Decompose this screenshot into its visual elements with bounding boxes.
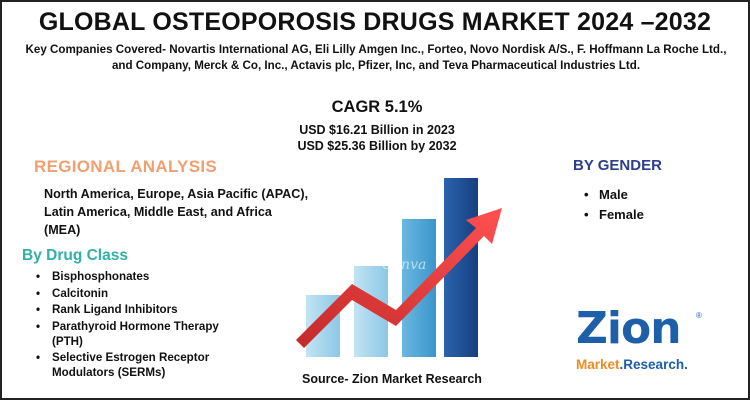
gender-item: Female	[599, 207, 644, 222]
growth-bars-with-arrow-icon: Canva	[296, 178, 502, 357]
list-item: • Selective Estrogen Receptor Modulators …	[36, 350, 247, 380]
logo-name: Zion	[576, 303, 682, 354]
page-title: GLOBAL OSTEOPOROSIS DRUGS MARKET 2024 –2…	[38, 8, 712, 36]
drug-class-list: • Bisphosphonates • Calcitonin • Rank Ligan…	[36, 269, 247, 382]
list-item: • Bisphosphonates	[36, 269, 247, 284]
regional-analysis-heading: REGIONAL ANALYSIS	[34, 157, 218, 176]
drug-class-item: Selective Estrogen Receptor Modulators (…	[52, 351, 210, 379]
list-item: • Male	[584, 185, 644, 205]
growth-arrow	[296, 208, 502, 348]
logo-research: .Research.	[619, 357, 688, 372]
source-text: Source- Zion Market Research	[302, 372, 482, 386]
canva-watermark: Canva	[382, 257, 426, 273]
drug-class-heading: By Drug Class	[22, 247, 128, 264]
logo-subtitle: Market.Research.	[576, 357, 688, 372]
zion-market-research-logo: Zion ® Market.Research.	[570, 303, 710, 381]
bullet-icon: •	[36, 286, 41, 300]
bullet-icon: •	[36, 319, 41, 333]
gender-list: • Male • Female	[584, 185, 644, 225]
gender-heading: BY GENDER	[573, 157, 662, 174]
key-companies-text: Key Companies Covered- Novartis Internat…	[25, 43, 727, 72]
list-item: • Parathyroid Hormone Therapy (PTH)	[36, 319, 227, 349]
cagr-value: CAGR 5.1%	[331, 98, 423, 116]
bullet-icon: •	[584, 187, 589, 202]
gender-item: Male	[599, 187, 628, 202]
regional-analysis-text: North America, Europe, Asia Pacific (APA…	[44, 187, 309, 237]
registered-icon: ®	[696, 311, 702, 320]
market-value-2032: USD $25.36 Billion by 2032	[297, 139, 457, 153]
drug-class-item: Bisphosphonates	[52, 270, 150, 283]
bullet-icon: •	[584, 207, 589, 222]
bullet-icon: •	[36, 351, 41, 364]
drug-class-item: Calcitonin	[52, 286, 109, 300]
list-item: • Rank Ligand Inhibitors	[36, 302, 247, 317]
drug-class-item: Parathyroid Hormone Therapy (PTH)	[52, 319, 219, 348]
bullet-icon: •	[36, 303, 41, 316]
list-item: • Calcitonin	[36, 286, 247, 301]
list-item: • Female	[584, 205, 644, 225]
drug-class-item: Rank Ligand Inhibitors	[52, 303, 178, 316]
market-value-2023: USD $16.21 Billion in 2023	[299, 123, 455, 137]
logo-market: Market	[576, 357, 620, 372]
bullet-icon: •	[36, 270, 41, 283]
